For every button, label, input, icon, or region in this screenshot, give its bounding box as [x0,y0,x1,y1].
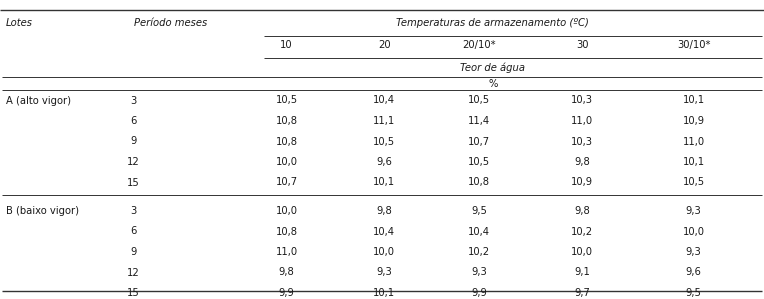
Text: 30: 30 [576,40,588,50]
Text: 10: 10 [280,40,293,50]
Text: 10,8: 10,8 [468,178,490,187]
Text: 9,3: 9,3 [686,206,701,216]
Text: 10,8: 10,8 [276,116,297,126]
Text: 9,8: 9,8 [575,157,590,167]
Text: 9: 9 [131,137,137,147]
Text: 10,1: 10,1 [374,178,395,187]
Text: 10,4: 10,4 [468,227,490,237]
Text: 10,0: 10,0 [683,227,704,237]
Text: 11,4: 11,4 [468,116,490,126]
Text: 3: 3 [131,95,137,106]
Text: 10,3: 10,3 [571,95,593,106]
Text: 9,3: 9,3 [377,268,392,277]
Text: 9,9: 9,9 [279,288,294,298]
Text: 6: 6 [131,227,137,237]
Text: 15: 15 [128,178,140,187]
Text: 10,0: 10,0 [374,247,395,257]
Text: %: % [488,79,497,89]
Text: 12: 12 [128,268,140,277]
Text: 3: 3 [131,206,137,216]
Text: 11,1: 11,1 [373,116,396,126]
Text: Temperaturas de armazenamento (ºC): Temperaturas de armazenamento (ºC) [397,18,589,28]
Text: 10,5: 10,5 [374,137,395,147]
Text: 9,6: 9,6 [377,157,392,167]
Text: 10,5: 10,5 [468,95,490,106]
Text: 9,1: 9,1 [575,268,590,277]
Text: 9,5: 9,5 [686,288,701,298]
Text: 9,8: 9,8 [377,206,392,216]
Text: B (baixo vigor): B (baixo vigor) [6,206,79,216]
Text: 9,7: 9,7 [575,288,590,298]
Text: 10,0: 10,0 [276,206,297,216]
Text: 10,1: 10,1 [374,288,395,298]
Text: 12: 12 [128,157,140,167]
Text: 20: 20 [378,40,390,50]
Text: 10,4: 10,4 [374,95,395,106]
Text: 9,6: 9,6 [686,268,701,277]
Text: 9,8: 9,8 [279,268,294,277]
Text: 10,3: 10,3 [571,137,593,147]
Text: 10,0: 10,0 [276,157,297,167]
Text: 10,5: 10,5 [468,157,490,167]
Text: 10,2: 10,2 [468,247,490,257]
Text: 30/10*: 30/10* [677,40,711,50]
Text: 15: 15 [128,288,140,298]
Text: 10,9: 10,9 [571,178,593,187]
Text: 9,8: 9,8 [575,206,590,216]
Text: 9,9: 9,9 [471,288,487,298]
Text: Teor de água: Teor de água [460,63,526,73]
Text: 10,1: 10,1 [683,95,704,106]
Text: 10,1: 10,1 [683,157,704,167]
Text: 9: 9 [131,247,137,257]
Text: 10,4: 10,4 [374,227,395,237]
Text: 10,7: 10,7 [276,178,297,187]
Text: 11,0: 11,0 [571,116,593,126]
Text: 10,8: 10,8 [276,227,297,237]
Text: Período meses: Período meses [134,18,207,28]
Text: Lotes: Lotes [6,18,33,28]
Text: 10,5: 10,5 [683,178,704,187]
Text: 10,7: 10,7 [468,137,490,147]
Text: 6: 6 [131,116,137,126]
Text: 10,2: 10,2 [571,227,593,237]
Text: 10,8: 10,8 [276,137,297,147]
Text: 9,3: 9,3 [686,247,701,257]
Text: 20/10*: 20/10* [462,40,496,50]
Text: 9,5: 9,5 [471,206,487,216]
Text: 10,5: 10,5 [276,95,297,106]
Text: 11,0: 11,0 [683,137,704,147]
Text: 10,0: 10,0 [571,247,593,257]
Text: 9,3: 9,3 [471,268,487,277]
Text: A (alto vigor): A (alto vigor) [6,95,71,106]
Text: 11,0: 11,0 [276,247,297,257]
Text: 10,9: 10,9 [683,116,704,126]
